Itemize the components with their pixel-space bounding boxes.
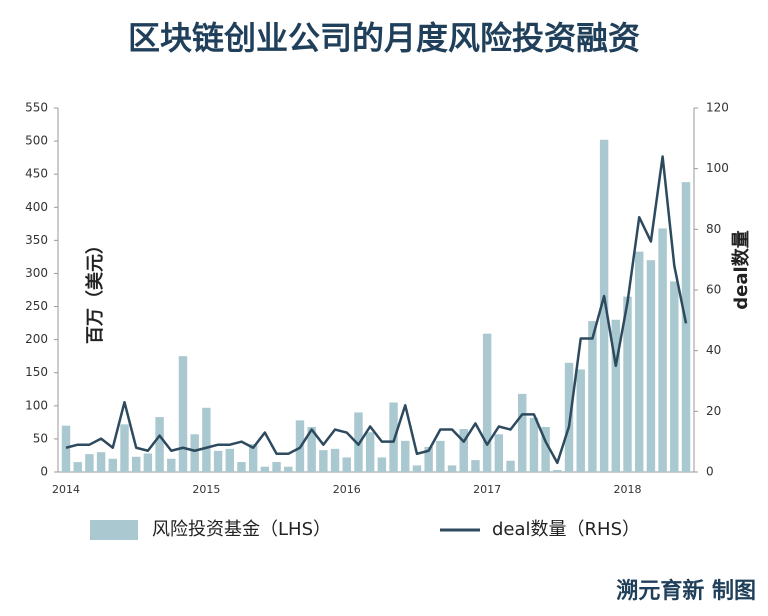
x-tick-label: 2015 xyxy=(192,483,220,496)
y-tick-label: 100 xyxy=(25,398,48,412)
y-tick-label: 200 xyxy=(25,332,48,346)
x-tick-label: 2014 xyxy=(52,483,80,496)
bar xyxy=(213,450,223,472)
legend-label: 风险投资基金（LHS） xyxy=(152,519,331,540)
bar xyxy=(167,458,176,472)
bar xyxy=(237,462,246,472)
bar xyxy=(506,460,515,472)
bar xyxy=(61,425,71,472)
bar xyxy=(424,446,433,472)
bar xyxy=(202,407,211,472)
y-tick-label: 400 xyxy=(25,200,48,214)
bar xyxy=(330,448,340,472)
x-tick-label: 2018 xyxy=(614,483,642,496)
bar xyxy=(131,456,141,472)
bar xyxy=(436,440,445,472)
bar xyxy=(634,251,644,472)
y-tick-label: 300 xyxy=(25,266,48,280)
y2-tick-label: 20 xyxy=(706,404,721,418)
y2-tick-label: 120 xyxy=(706,101,729,115)
bar xyxy=(658,228,667,472)
bar xyxy=(178,356,188,472)
bar xyxy=(459,428,468,472)
y-tick-label: 500 xyxy=(25,134,48,148)
bar xyxy=(143,453,153,472)
bar xyxy=(319,450,328,472)
bar xyxy=(96,452,106,472)
y-tick-label: 0 xyxy=(40,465,48,479)
bar xyxy=(377,457,387,472)
bar xyxy=(412,465,422,472)
bar xyxy=(342,457,351,472)
bar xyxy=(307,426,316,472)
bar xyxy=(248,444,258,472)
y2-tick-label: 100 xyxy=(706,161,729,175)
bar xyxy=(120,424,129,472)
y-tick-label: 250 xyxy=(25,299,48,313)
bar xyxy=(272,462,281,472)
bar xyxy=(389,402,398,472)
bar xyxy=(354,412,363,472)
y-tick-label: 150 xyxy=(25,365,48,379)
y2-axis-label: deal数量 xyxy=(730,230,752,309)
y2-tick-label: 0 xyxy=(706,465,714,479)
bar xyxy=(108,458,118,472)
y2-tick-label: 80 xyxy=(706,222,721,236)
bar xyxy=(646,260,656,472)
y-tick-label: 350 xyxy=(25,233,48,247)
bar xyxy=(260,466,270,472)
bar xyxy=(365,432,375,472)
bar xyxy=(623,296,632,472)
legend-label: deal数量（RHS） xyxy=(492,519,640,540)
bar xyxy=(482,333,492,472)
bar xyxy=(588,321,597,472)
bar xyxy=(471,460,480,472)
bar xyxy=(155,417,164,472)
bar xyxy=(541,426,550,472)
bar xyxy=(85,454,94,472)
bar xyxy=(73,462,82,472)
bar xyxy=(190,434,199,472)
bar xyxy=(447,465,457,472)
y2-tick-label: 40 xyxy=(706,343,721,357)
bar xyxy=(401,440,410,472)
y-tick-label: 50 xyxy=(33,431,48,445)
legend-swatch xyxy=(90,520,138,540)
y2-tick-label: 60 xyxy=(706,283,721,297)
bar xyxy=(225,448,234,472)
bar xyxy=(681,182,691,472)
bar xyxy=(576,369,585,472)
bar xyxy=(670,281,679,472)
bar xyxy=(611,319,621,472)
bar xyxy=(284,466,293,472)
bar xyxy=(518,393,527,472)
chart-title: 区块链创业公司的月度风险投资融资 xyxy=(128,19,640,57)
bar xyxy=(599,139,609,472)
x-tick-label: 2017 xyxy=(473,483,501,496)
bar xyxy=(529,417,539,472)
x-tick-label: 2016 xyxy=(333,483,361,496)
bar xyxy=(494,434,504,472)
bar xyxy=(553,470,562,472)
y-axis-label: 百万（美元） xyxy=(84,236,106,344)
credit: 溯元育新 制图 xyxy=(616,578,756,604)
y-tick-label: 550 xyxy=(25,101,48,115)
line xyxy=(65,155,688,465)
y-tick-label: 450 xyxy=(25,167,48,181)
